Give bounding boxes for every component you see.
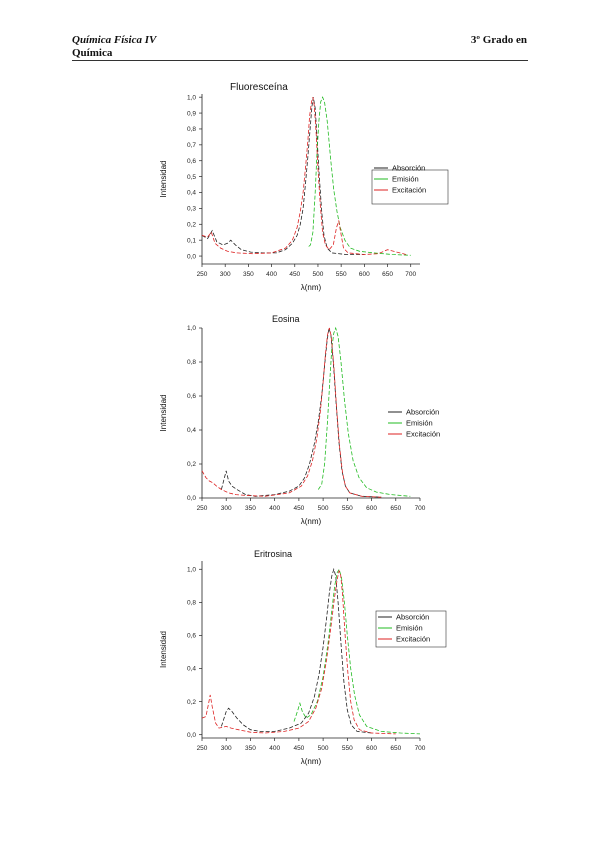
y-tick-label: 0,6 xyxy=(187,633,196,640)
series-line-absorcin xyxy=(221,567,372,734)
y-tick-label: 0,5 xyxy=(187,174,196,181)
x-tick-label: 500 xyxy=(318,505,329,512)
chart-svg: Eosina 250 300 350 400 450 500 550 600 650 700 0,0 0… xyxy=(159,314,440,526)
chart-eritrosina: Eritrosina 250 300 350 400 450 500 550 600 650 700… xyxy=(150,545,447,770)
x-tick-label: 250 xyxy=(197,745,208,752)
axes xyxy=(201,328,420,499)
x-tick-label: 300 xyxy=(220,271,231,278)
x-axis-label: λ(nm) xyxy=(301,757,322,766)
x-tick-label: 350 xyxy=(245,745,256,752)
x-tick-label: 550 xyxy=(342,505,353,512)
series-line-emisin xyxy=(308,96,411,256)
chart-eosina: Eosina 250 300 350 400 450 500 550 600 650 700 0,0 0… xyxy=(150,312,440,530)
y-tick-label: 0,4 xyxy=(187,666,196,673)
series-line-absorcin xyxy=(221,327,382,498)
series-line-excitacin xyxy=(201,97,407,255)
degree-line-2: Química xyxy=(72,47,113,59)
series-line-emisin xyxy=(317,326,411,497)
y-tick-label: 0,0 xyxy=(187,732,196,739)
x-tick-label: 700 xyxy=(405,271,416,278)
legend-box xyxy=(371,169,449,205)
x-axis-label: λ(nm) xyxy=(301,517,322,526)
y-tick-label: 0,7 xyxy=(187,142,196,149)
y-axis-label: Intensidad xyxy=(159,161,168,198)
course-title: Química Física IV xyxy=(72,34,157,46)
y-tick-label: 0,8 xyxy=(187,126,196,133)
x-tick-label: 450 xyxy=(293,745,304,752)
y-tick-label: 0,0 xyxy=(187,495,196,502)
legend-label: Excitación xyxy=(392,186,426,195)
legend-label: Absorción xyxy=(406,408,439,417)
y-tick-label: 0,4 xyxy=(187,190,196,197)
y-tick-label: 0,6 xyxy=(187,158,196,165)
x-tick-label: 700 xyxy=(415,505,426,512)
page-header-left: Química Física IV Química xyxy=(72,34,156,60)
y-tick-label: 0,2 xyxy=(187,699,196,706)
chart-title: Eritrosina xyxy=(254,549,292,559)
legend-label: Absorción xyxy=(396,613,429,622)
y-tick-label: 1,0 xyxy=(187,325,196,332)
chart-svg: Fluoresceína 250 300 350 400 450 500 550 600 650 7… xyxy=(159,82,449,292)
legend-label: Excitación xyxy=(406,430,440,439)
x-axis-label: λ(nm) xyxy=(301,283,322,292)
x-tick-label: 650 xyxy=(382,271,393,278)
degree-line-1: 3º Grado en xyxy=(470,34,527,46)
series-line-excitacin xyxy=(201,569,396,735)
legend-label: Emisión xyxy=(392,175,419,184)
series-line-excitacin xyxy=(201,327,382,498)
y-tick-label: 0,4 xyxy=(187,427,196,434)
y-tick-label: 1,0 xyxy=(187,94,196,101)
legend-label: Absorción xyxy=(392,164,425,173)
x-tick-label: 400 xyxy=(269,505,280,512)
legend-label: Emisión xyxy=(406,419,433,428)
y-tick-label: 1,0 xyxy=(187,566,196,573)
y-tick-label: 0,3 xyxy=(187,206,196,213)
chart-title: Fluoresceína xyxy=(230,82,288,93)
x-tick-label: 700 xyxy=(415,745,426,752)
y-axis-label: Intensidad xyxy=(159,395,168,432)
x-tick-label: 600 xyxy=(359,271,370,278)
legend-label: Excitación xyxy=(396,635,430,644)
x-tick-label: 400 xyxy=(269,745,280,752)
x-tick-label: 350 xyxy=(243,271,254,278)
legend-label: Emisión xyxy=(396,624,423,633)
y-tick-label: 0,2 xyxy=(187,221,196,228)
series-line-emisin xyxy=(293,568,421,735)
x-tick-label: 550 xyxy=(342,745,353,752)
chart-svg: Eritrosina 250 300 350 400 450 500 550 600 650 700… xyxy=(159,549,447,766)
y-tick-label: 0,6 xyxy=(187,393,196,400)
x-tick-label: 300 xyxy=(221,505,232,512)
x-tick-label: 650 xyxy=(390,745,401,752)
x-tick-label: 350 xyxy=(245,505,256,512)
x-tick-label: 450 xyxy=(289,271,300,278)
x-tick-label: 550 xyxy=(336,271,347,278)
x-tick-label: 500 xyxy=(313,271,324,278)
y-tick-label: 0,0 xyxy=(187,253,196,260)
x-tick-label: 250 xyxy=(197,271,208,278)
x-tick-label: 450 xyxy=(293,505,304,512)
x-tick-label: 600 xyxy=(366,745,377,752)
y-axis-label: Intensidad xyxy=(159,631,168,668)
legend-box xyxy=(375,610,447,648)
y-tick-label: 0,1 xyxy=(187,237,196,244)
x-tick-label: 500 xyxy=(318,745,329,752)
y-tick-label: 0,2 xyxy=(187,461,196,468)
y-tick-label: 0,8 xyxy=(187,600,196,607)
y-tick-label: 0,9 xyxy=(187,110,196,117)
header-rule xyxy=(72,60,528,61)
chart-title: Eosina xyxy=(272,314,300,324)
x-tick-label: 250 xyxy=(197,505,208,512)
series-line-absorcin xyxy=(201,97,365,255)
x-tick-label: 300 xyxy=(221,745,232,752)
y-tick-label: 0,8 xyxy=(187,359,196,366)
chart-fluoresceina: Fluoresceína 250 300 350 400 450 500 550 600 650 7… xyxy=(150,78,449,296)
x-tick-label: 400 xyxy=(266,271,277,278)
x-tick-label: 600 xyxy=(366,505,377,512)
x-tick-label: 650 xyxy=(390,505,401,512)
axes xyxy=(201,561,420,739)
